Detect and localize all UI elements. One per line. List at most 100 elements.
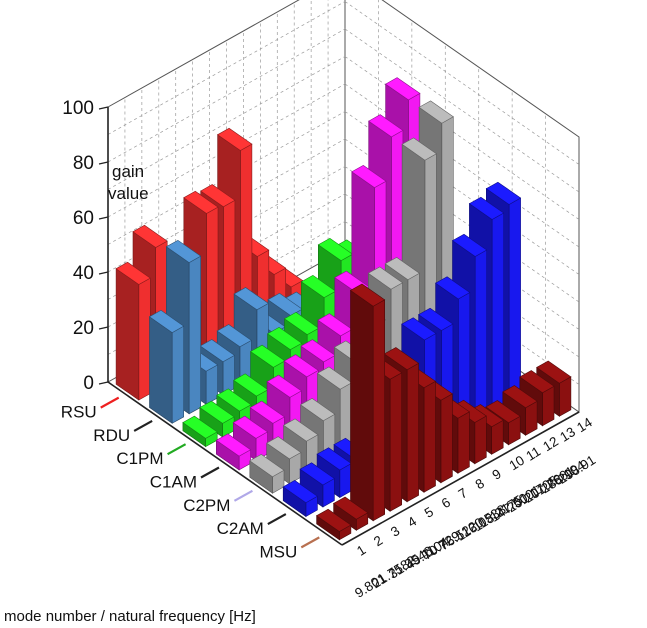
bar-face-front xyxy=(138,277,151,401)
bar-face-top xyxy=(384,257,420,281)
bar-face-top xyxy=(267,326,303,350)
category-tick-label: 10 xyxy=(506,453,527,474)
bar-face-front xyxy=(474,415,487,465)
bar-face-front xyxy=(559,376,572,417)
bar-face-front xyxy=(508,197,521,404)
bar-face-front xyxy=(389,372,403,512)
bar-face-top xyxy=(536,360,572,384)
z-tick xyxy=(98,216,109,220)
bar-face-top xyxy=(283,418,319,442)
series-marker xyxy=(200,466,220,479)
bar-face-top xyxy=(485,400,521,424)
bar-face-top xyxy=(165,239,202,263)
bar-group xyxy=(115,77,572,541)
bar-face-front xyxy=(406,362,419,503)
series-marker xyxy=(300,536,320,549)
category-tick-label: 3 xyxy=(388,523,402,540)
bar-face-top xyxy=(435,276,471,300)
bar-face-front xyxy=(542,385,555,427)
z-tick-label: 80 xyxy=(73,153,94,174)
bar-face-top xyxy=(299,462,335,486)
bar-face-front xyxy=(205,364,218,405)
bar-face-top xyxy=(266,436,302,460)
category-tick-label: 6 xyxy=(439,495,453,512)
category-tick-label: 13 xyxy=(557,424,578,445)
bar-msu-3 xyxy=(349,283,386,522)
series-marker xyxy=(133,419,153,432)
series-marker xyxy=(167,443,187,456)
bar-face-top xyxy=(333,496,369,520)
bar-face-side xyxy=(350,289,374,522)
bar-face-side xyxy=(115,268,140,401)
bar-face-top xyxy=(132,224,168,248)
bar-face-top xyxy=(519,370,555,394)
series-label-c1pm: C1PM xyxy=(116,449,163,468)
category-tick-label: 1 xyxy=(354,542,368,559)
bar-face-top xyxy=(249,400,285,424)
bar-face-top xyxy=(349,283,386,307)
series-marker xyxy=(267,513,287,526)
z-tick xyxy=(98,271,109,275)
category-tick-label: 14 xyxy=(574,414,595,435)
z-tick xyxy=(98,106,109,110)
bar-face-top xyxy=(200,184,236,208)
bar-face-top xyxy=(368,114,404,138)
bar-c2pm-1 xyxy=(249,454,285,494)
series-axis-line xyxy=(107,381,343,546)
bar-face-top xyxy=(401,317,437,341)
frequency-tick-label: 298.91 xyxy=(555,452,598,487)
category-tick-label: 11 xyxy=(523,444,543,464)
bar-face-front xyxy=(188,255,201,415)
category-axis-line xyxy=(341,411,580,546)
bar-msu-2 xyxy=(333,496,369,531)
bar-face-front xyxy=(440,393,453,484)
bar-face-top xyxy=(316,508,352,532)
bar-face-top xyxy=(451,233,488,257)
bar-face-top xyxy=(283,354,319,378)
gain-annotation-line2: value xyxy=(108,184,149,203)
z-tick-label: 100 xyxy=(62,98,94,119)
bar-c1pm-1 xyxy=(182,415,218,448)
bar-face-top xyxy=(115,261,151,285)
x-axis-title: mode number / natural frequency [Hz] xyxy=(4,608,256,625)
bar-face-front xyxy=(171,325,184,424)
bar-face-top xyxy=(216,324,252,348)
bar-face-top xyxy=(199,339,236,363)
series-label-rdu: RDU xyxy=(93,426,130,445)
bar-face-top xyxy=(418,100,454,124)
bar-face-top xyxy=(401,137,437,161)
bar-face-top xyxy=(485,181,522,205)
z-tick-label: 20 xyxy=(73,318,94,339)
z-tick-label: 0 xyxy=(83,373,94,394)
bar-face-top xyxy=(215,433,252,457)
bar-face-top xyxy=(217,127,253,151)
category-tick-label: 2 xyxy=(371,533,385,550)
bar-face-front xyxy=(423,380,436,493)
bar-face-top xyxy=(183,190,219,214)
bar-face-front xyxy=(372,299,386,522)
bar-face-top xyxy=(385,77,421,101)
bar-face-front xyxy=(491,212,505,413)
category-tick-label: 7 xyxy=(456,485,470,502)
category-tick-label: 5 xyxy=(422,504,436,521)
category-tick-label: 4 xyxy=(405,513,420,530)
bar-face-front xyxy=(206,206,219,363)
bar-face-front xyxy=(457,411,470,474)
z-tick xyxy=(98,326,109,330)
category-tick-label: 9 xyxy=(490,466,504,483)
bar-face-top xyxy=(383,347,420,371)
bar-face-front xyxy=(474,249,488,423)
bar-face-top xyxy=(282,480,318,504)
bar-face-top xyxy=(249,454,285,478)
chart-axes xyxy=(98,106,580,546)
series-label-rsu: RSU xyxy=(61,403,97,422)
z-tick-label: 40 xyxy=(73,263,94,284)
bar-face-top xyxy=(216,388,252,412)
z-tick xyxy=(98,161,109,165)
bar-face-top xyxy=(468,196,505,220)
category-tick-label: 12 xyxy=(540,434,561,455)
bar-face-top xyxy=(367,266,404,290)
series-marker xyxy=(100,396,120,409)
bar-face-top xyxy=(182,415,218,439)
